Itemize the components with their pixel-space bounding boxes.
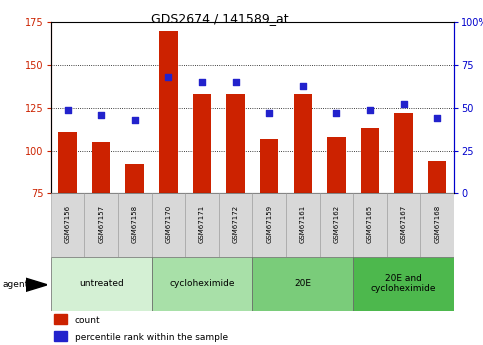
- Bar: [387, 193, 420, 257]
- Bar: [327, 137, 346, 193]
- Point: [165, 74, 172, 80]
- Bar: [85, 193, 118, 257]
- Bar: [185, 193, 219, 257]
- Text: GSM67157: GSM67157: [98, 205, 104, 243]
- Bar: [227, 94, 245, 193]
- Bar: [51, 193, 85, 257]
- Bar: [294, 94, 312, 193]
- Point: [232, 79, 240, 85]
- Polygon shape: [26, 278, 47, 292]
- Text: GSM67167: GSM67167: [400, 205, 407, 243]
- Point: [97, 112, 105, 117]
- Point: [366, 107, 374, 112]
- Text: cycloheximide: cycloheximide: [169, 279, 235, 288]
- Bar: [428, 161, 446, 193]
- Text: GSM67156: GSM67156: [65, 205, 71, 243]
- Bar: [219, 193, 253, 257]
- Bar: [51, 257, 152, 310]
- Text: 20E and
cycloheximide: 20E and cycloheximide: [371, 274, 436, 294]
- Bar: [320, 193, 353, 257]
- Point: [299, 83, 307, 88]
- Text: GSM67171: GSM67171: [199, 205, 205, 243]
- Text: agent: agent: [2, 280, 28, 289]
- Bar: [361, 128, 379, 193]
- Text: GSM67158: GSM67158: [132, 205, 138, 243]
- Text: GSM67168: GSM67168: [434, 205, 440, 243]
- Point: [433, 115, 441, 121]
- Bar: [54, 331, 67, 341]
- Text: count: count: [75, 316, 100, 325]
- Point: [265, 110, 273, 116]
- Text: GSM67165: GSM67165: [367, 205, 373, 243]
- Bar: [193, 94, 211, 193]
- Text: GSM67162: GSM67162: [333, 205, 340, 243]
- Bar: [253, 257, 353, 310]
- Bar: [253, 193, 286, 257]
- Text: 20E: 20E: [294, 279, 311, 288]
- Bar: [118, 193, 152, 257]
- Bar: [353, 193, 387, 257]
- Text: untreated: untreated: [79, 279, 124, 288]
- Bar: [126, 164, 144, 193]
- Text: GSM67170: GSM67170: [165, 205, 171, 243]
- Point: [332, 110, 340, 116]
- Point: [131, 117, 139, 122]
- Bar: [152, 193, 185, 257]
- Point: [64, 107, 71, 112]
- Text: GSM67172: GSM67172: [232, 205, 239, 243]
- Bar: [152, 257, 253, 310]
- Bar: [92, 142, 111, 193]
- Bar: [260, 139, 278, 193]
- Text: GSM67161: GSM67161: [300, 205, 306, 243]
- Bar: [286, 193, 320, 257]
- Bar: [159, 31, 178, 193]
- Point: [400, 102, 408, 107]
- Bar: [420, 193, 454, 257]
- Text: GDS2674 / 141589_at: GDS2674 / 141589_at: [151, 12, 289, 25]
- Text: GSM67159: GSM67159: [266, 205, 272, 243]
- Bar: [54, 314, 67, 324]
- Text: percentile rank within the sample: percentile rank within the sample: [75, 333, 228, 342]
- Bar: [353, 257, 454, 310]
- Point: [198, 79, 206, 85]
- Bar: [394, 113, 413, 193]
- Bar: [58, 132, 77, 193]
